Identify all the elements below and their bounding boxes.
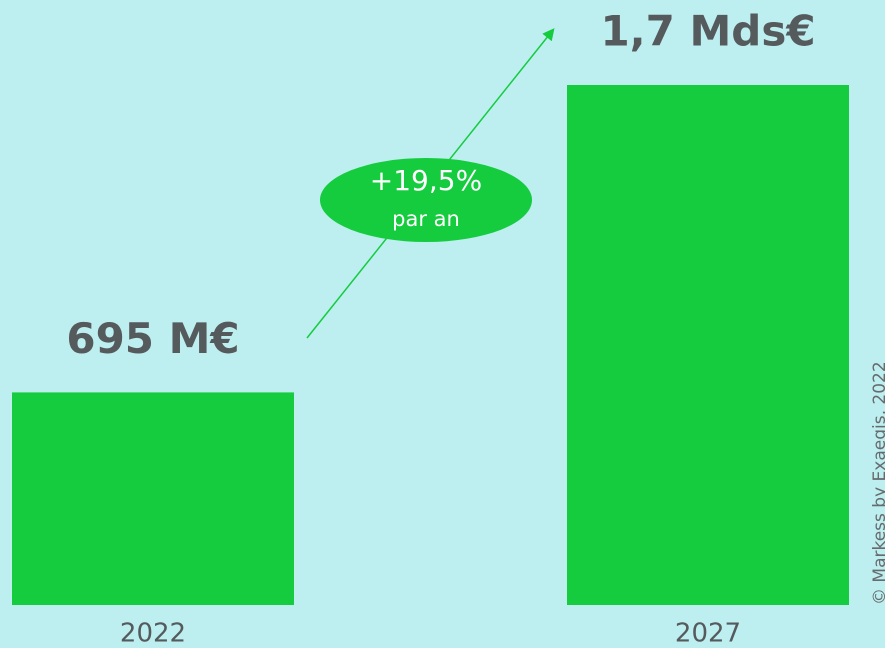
bar [12,392,294,605]
growth-period: par an [392,207,460,231]
x-tick-label: 2022 [120,619,186,648]
growth-rate: +19,5% [370,164,482,197]
x-tick-label: 2027 [675,619,741,648]
value-label: 1,7 Mds€ [600,7,815,56]
value-label: 695 M€ [66,314,239,363]
bar [567,85,849,605]
source: © Markess by Exaegis, 2022 [870,361,885,605]
growth-badge [320,158,532,242]
